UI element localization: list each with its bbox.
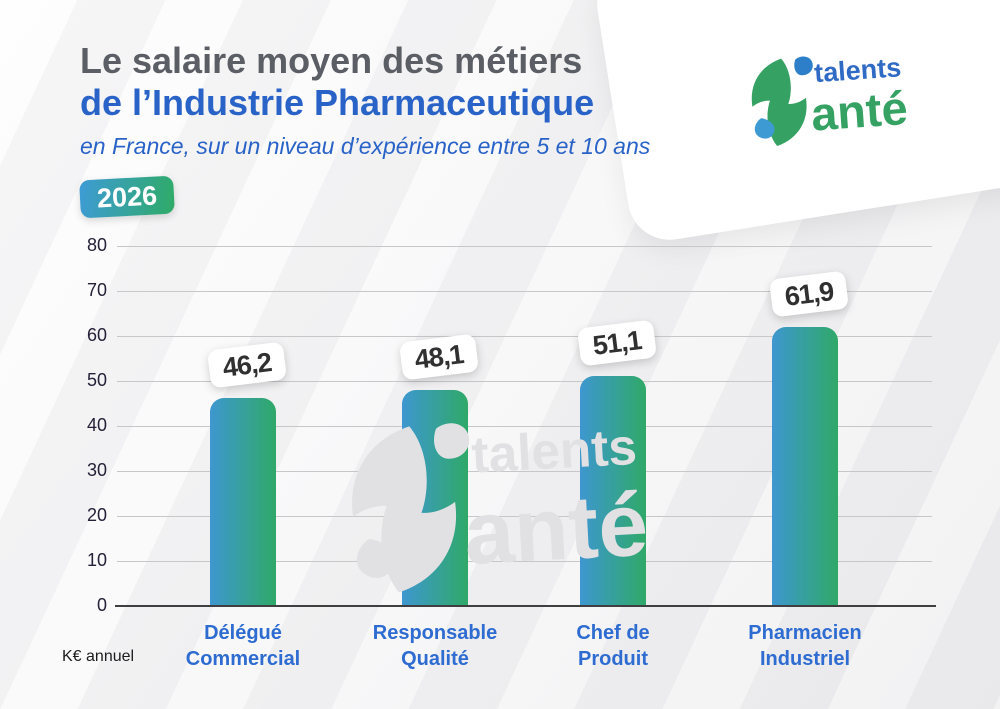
y-axis-tick-10: 10: [86, 550, 107, 570]
logo-s-leaf-top: [751, 58, 791, 109]
value-badge-Pharmacien Industriel: 61,9: [768, 270, 850, 318]
y-axis-tick-30: 30: [86, 460, 107, 480]
x-axis-label-line: Industriel: [759, 648, 850, 670]
bar-Pharmacien Industriel: [772, 327, 838, 606]
y-axis-tick-20: 20: [86, 505, 107, 525]
y-axis-tick-50: 50: [86, 370, 107, 390]
value-badge-Chef de Produit: 51,1: [576, 319, 658, 367]
logo-word-talents: talents: [813, 52, 902, 88]
x-axis-label-line: Qualité: [401, 648, 469, 670]
x-axis-label-line: Chef de: [576, 622, 650, 644]
x-axis-label-Délégué Commercial: Délégué Commercial: [148, 620, 338, 672]
year-badge: 2026: [79, 175, 175, 219]
bar-Chef de Produit: [580, 376, 646, 606]
title-block: Le salaire moyen des métiers de l’Indust…: [80, 40, 650, 160]
logo-drop-top-icon: [794, 56, 813, 76]
watermark-s-leaf-top: [352, 426, 427, 521]
x-axis-label-line: Produit: [578, 648, 648, 670]
logo-s-leaf-bottom: [767, 96, 807, 147]
gridline-10: [117, 561, 932, 562]
watermark-logo-icon: talents anté: [352, 418, 651, 593]
gridline-70: [117, 291, 932, 292]
y-axis-unit-label: K€ annuel: [62, 648, 135, 665]
gridline-50: [117, 381, 932, 382]
y-axis-tick-60: 60: [86, 325, 107, 345]
watermark-word-sante: anté: [462, 474, 651, 583]
value-badge-Responsable Qualité: 48,1: [398, 333, 480, 381]
watermark-drop-bottom-icon: [356, 538, 395, 578]
gridline-60: [117, 336, 932, 337]
talents-sante-logo: talents anté: [745, 43, 951, 152]
talents-sante-watermark: talents anté: [341, 402, 730, 603]
watermark-drop-top-icon: [434, 423, 470, 459]
x-axis-label-Chef de Produit: Chef de Produit: [518, 620, 708, 672]
x-axis-label-Responsable Qualité: Responsable Qualité: [340, 620, 530, 672]
x-axis-label-Pharmacien Industriel: Pharmacien Industriel: [710, 620, 900, 672]
y-axis-tick-80: 80: [86, 235, 107, 255]
y-axis-tick-40: 40: [86, 415, 107, 435]
x-axis-label-line: Délégué: [204, 622, 282, 644]
watermark-word-talents: talents: [470, 418, 638, 484]
page-subtitle: en France, sur un niveau d’expérience en…: [80, 132, 651, 159]
gridline-80: [117, 246, 932, 247]
x-axis-label-line: Pharmacien: [748, 622, 862, 644]
y-axis-tick-0: 0: [96, 595, 107, 615]
logo-word-sante: anté: [809, 81, 909, 141]
talents-sante-logo-icon: talents anté: [751, 52, 909, 147]
logo-drop-bottom-icon: [754, 118, 775, 139]
page-title-line1: Le salaire moyen des métiers: [80, 40, 583, 81]
page-title-line2: de l’Industrie Pharmaceutique: [80, 82, 595, 124]
x-axis-label-line: Responsable: [372, 622, 498, 644]
y-axis-tick-70: 70: [86, 280, 107, 300]
gridline-40: [117, 426, 932, 427]
x-axis-line: [115, 605, 936, 607]
bar-chart: 0 10 20 30 40 50 60 70 80 46,2 Délégué Commercial 48…: [60, 235, 950, 686]
gridline-20: [117, 516, 932, 517]
x-axis-label-line: Commercial: [185, 648, 301, 670]
bar-Délégué Commercial: [210, 398, 276, 606]
gridline-30: [117, 471, 932, 472]
watermark-s-leaf-bottom: [381, 497, 456, 593]
